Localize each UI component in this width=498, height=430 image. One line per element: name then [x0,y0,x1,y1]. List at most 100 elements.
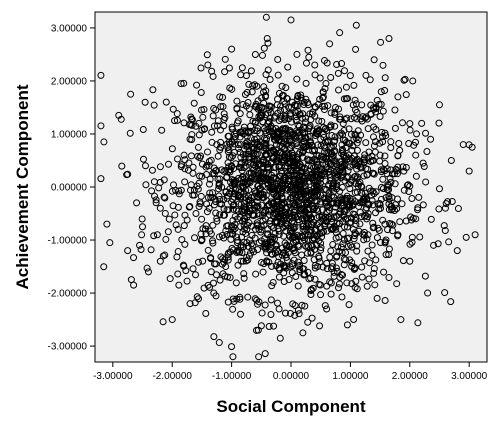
data-point [370,56,378,64]
data-point [327,290,335,298]
data-point [375,100,383,108]
data-point [471,231,479,239]
data-point [298,164,306,172]
data-point [309,202,317,210]
data-point [317,200,325,208]
data-point [366,76,374,84]
data-point [228,45,236,53]
data-point [419,201,427,209]
data-point [253,127,261,135]
data-point [346,256,354,264]
data-point [272,175,280,183]
data-point [174,270,182,278]
data-point [388,206,396,214]
data-point [175,281,183,289]
data-point [323,59,331,67]
data-point [299,129,307,137]
data-point [250,156,258,164]
data-point [242,140,250,148]
data-point [370,223,378,231]
data-point [302,114,310,122]
data-point [152,199,160,207]
data-point [197,152,205,160]
data-point [385,195,393,203]
data-point [291,186,299,194]
data-point [273,101,281,109]
data-point [316,74,324,82]
data-point [175,190,183,198]
data-point [268,235,276,243]
y-tick-label: -3.00000 [48,342,88,353]
data-point [407,216,415,224]
data-point [323,265,331,273]
data-point [183,277,191,285]
data-point [343,321,351,329]
data-point [173,116,181,124]
data-point [353,247,361,255]
data-point [244,293,252,301]
data-point [257,322,265,330]
data-point [418,119,426,127]
data-point [301,302,309,310]
data-point [268,262,276,270]
data-point [243,254,251,262]
data-point [230,201,238,209]
data-point [357,182,365,190]
data-point [434,240,442,248]
data-point [404,181,412,189]
data-point [344,235,352,243]
data-point [142,181,150,189]
data-point [208,138,216,146]
data-point [327,160,335,168]
data-point [171,117,179,125]
data-point [127,90,135,98]
data-point [202,225,210,233]
data-point [156,163,164,171]
data-point [381,297,389,305]
data-point [304,268,312,276]
x-axis-title: Social Component [216,397,366,416]
data-point [165,160,173,168]
data-point [295,110,303,118]
data-point [348,146,356,154]
data-point [217,103,225,111]
data-point [203,161,211,169]
data-point [335,86,343,94]
data-point [219,93,227,101]
data-point [364,165,372,173]
data-point [197,192,205,200]
data-point [304,46,312,54]
data-point [304,242,312,250]
data-point [364,231,372,239]
data-point [148,187,156,195]
data-point [220,195,228,203]
data-point [197,64,205,72]
data-point [243,138,251,146]
data-point [396,146,404,154]
data-point [310,146,318,154]
data-point [216,200,224,208]
data-point [293,75,301,83]
data-point [391,180,399,188]
data-point [255,185,263,193]
data-point [282,84,290,92]
data-point [333,167,341,175]
x-tick-label: -2.00000 [152,371,192,382]
data-point [208,67,216,75]
data-point [251,50,259,58]
data-point [262,136,270,144]
data-point [393,280,401,288]
data-point [351,229,359,237]
data-point [291,301,299,309]
data-point [325,168,333,176]
data-point [242,162,250,170]
data-point [387,220,395,228]
data-point [414,319,422,327]
data-point [368,241,376,249]
data-point [406,240,414,248]
data-point [244,242,252,250]
data-point [219,103,227,111]
data-point [209,72,217,80]
data-point [296,232,304,240]
data-point [347,179,355,187]
